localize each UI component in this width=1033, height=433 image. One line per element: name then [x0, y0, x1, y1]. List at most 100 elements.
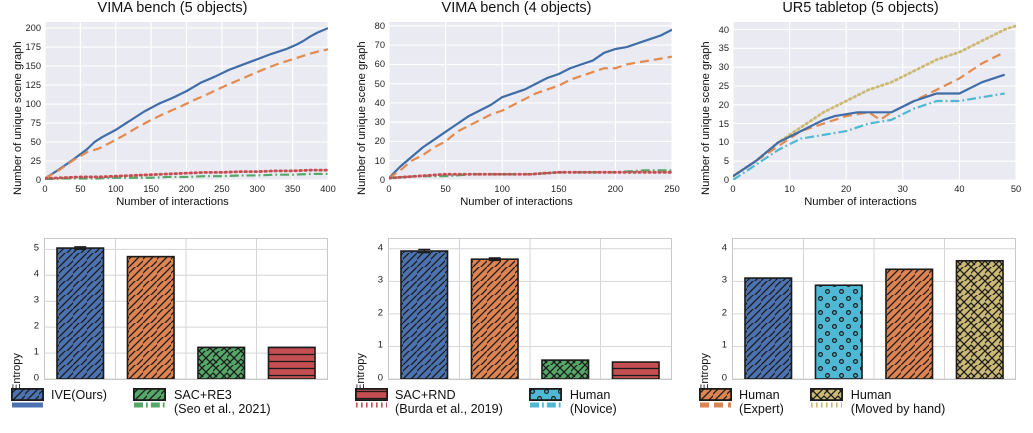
y-tick-label: 75: [30, 118, 41, 129]
y-tick-label: 20: [718, 99, 729, 110]
line-plot-svg: [733, 22, 1016, 180]
y-tick-label: 2: [33, 320, 39, 332]
series-line: [45, 168, 328, 180]
legend-label-line2: (Expert): [739, 402, 784, 417]
legend-label-line2: (Moved by hand): [850, 402, 946, 417]
y-tick-label: 0: [35, 175, 41, 185]
series-line: [389, 28, 672, 179]
y-tick-label: 0: [377, 372, 383, 384]
x-tick-label: 100: [107, 184, 124, 194]
legend-swatches: [810, 388, 844, 409]
y-tick-label: 0: [723, 175, 729, 185]
legend-label: Human (Expert): [739, 388, 784, 416]
legend-label: SAC+RND (Burda et al., 2019): [395, 388, 503, 416]
legend-item[interactable]: SAC+RE3 (Seo et al., 2021): [133, 388, 271, 416]
y-tick-label: 25: [718, 80, 729, 91]
y-tick-label: 3: [377, 274, 383, 286]
line-plot-svg: [45, 22, 328, 180]
bar: [744, 277, 793, 379]
y-tick-label: 15: [718, 118, 729, 129]
plot-area: [733, 22, 1016, 180]
legend-label-line1: IVE(Ours): [51, 388, 107, 402]
x-tick-label: 0: [730, 184, 736, 194]
y-tick-label: 35: [718, 43, 729, 54]
series-line: [45, 172, 328, 180]
chart-title: VIMA bench (5 objects): [97, 0, 248, 16]
line-chart-vima5: VIMA bench (5 objects) Number of unique …: [0, 0, 345, 218]
legend-label-line1: SAC+RND: [395, 388, 456, 402]
line-chart-vima4: VIMA bench (4 objects) Number of unique …: [344, 0, 689, 218]
y-tick-label: 60: [374, 59, 385, 70]
x-tick-label: 200: [607, 184, 624, 194]
legend-label-line1: Human: [850, 388, 892, 402]
series-line: [733, 51, 1006, 178]
legend-item[interactable]: Human (Expert): [698, 388, 784, 416]
series-line: [45, 27, 328, 180]
y-tick-label: 50: [374, 78, 385, 89]
x-tick-label: 250: [214, 184, 230, 194]
legend-line-swatch: [355, 402, 387, 408]
y-tick-label: 70: [374, 40, 385, 51]
y-tick-label: 1: [721, 339, 727, 351]
series-line: [45, 48, 328, 180]
y-tick-label: 4: [33, 268, 39, 280]
bar: [541, 359, 590, 379]
y-tick-label: 10: [374, 155, 385, 166]
bar-plot-svg: [389, 239, 671, 379]
x-tick-label: 150: [551, 184, 567, 194]
legend-swatches: [698, 388, 732, 409]
legend-line-swatch: [530, 402, 562, 408]
series-line: [389, 170, 672, 180]
y-tick-label: 0: [33, 372, 39, 384]
x-tick-label: 100: [494, 184, 510, 194]
plot-area: [45, 22, 328, 180]
bar: [611, 361, 660, 379]
y-tick-label: 30: [374, 117, 385, 128]
y-tick-label: 100: [25, 99, 41, 110]
legend-color-swatch: [529, 388, 563, 401]
y-tick-label: 0: [721, 372, 727, 384]
x-axis-label: Number of interactions: [116, 196, 229, 208]
x-tick-label: 150: [143, 184, 159, 194]
bar: [267, 346, 316, 379]
legend-line-swatch: [11, 402, 43, 408]
legend-label: SAC+RE3 (Seo et al., 2021): [174, 388, 271, 416]
y-tick-label: 2: [377, 307, 383, 319]
x-axis-label: Number of interactions: [804, 196, 917, 208]
y-tick-label: 175: [25, 42, 41, 53]
legend-swatches: [354, 388, 388, 409]
y-tick-label: 30: [718, 62, 729, 73]
legend-group-3: Human (Expert) Human (Moved by hand): [698, 388, 945, 416]
legend-group-2: SAC+RND (Burda et al., 2019) Human (Novice): [354, 388, 617, 416]
legend-line-swatch: [699, 402, 731, 408]
legend-group-1: IVE(Ours) SAC+RE3 (Seo et al., 2021): [10, 388, 271, 416]
legend-swatches: [10, 388, 44, 409]
y-tick-label: 125: [25, 80, 41, 91]
bar: [197, 346, 246, 379]
y-tick-label: 4: [721, 242, 727, 254]
legend-label-line1: SAC+RE3: [173, 388, 232, 402]
legend-item[interactable]: Human (Novice): [529, 388, 617, 416]
bar: [56, 247, 105, 379]
x-tick-label: 0: [42, 184, 48, 194]
bar-plot-svg: [733, 239, 1015, 379]
y-tick-label: 25: [30, 156, 41, 166]
y-tick-label: 20: [374, 136, 385, 147]
y-tick-label: 150: [25, 61, 41, 72]
legend-label: Human (Novice): [570, 388, 617, 416]
legend-item[interactable]: IVE(Ours): [10, 388, 107, 416]
plot-area: [732, 238, 1016, 380]
legend-item[interactable]: SAC+RND (Burda et al., 2019): [354, 388, 503, 416]
y-tick-label: 3: [721, 274, 727, 286]
plot-area: [389, 22, 672, 180]
series-line: [733, 73, 1006, 178]
legend-item[interactable]: Human (Moved by hand): [810, 388, 946, 417]
plot-area: [388, 238, 672, 380]
chart-title: UR5 tabletop (5 objects): [782, 0, 939, 16]
y-tick-label: 10: [718, 137, 729, 148]
bar: [885, 268, 934, 379]
legend-color-swatch: [698, 388, 732, 401]
x-axis-label: Number of interactions: [460, 196, 573, 208]
